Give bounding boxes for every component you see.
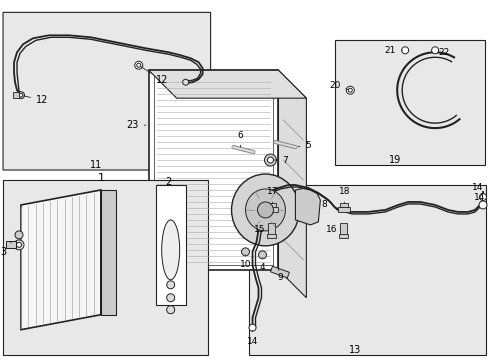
Circle shape [14, 240, 24, 250]
Circle shape [166, 294, 174, 302]
Bar [340, 223, 346, 235]
Text: 12: 12 [141, 67, 168, 85]
Bar [335, 40, 484, 165]
Ellipse shape [231, 174, 299, 246]
Circle shape [479, 193, 486, 201]
Circle shape [137, 63, 141, 67]
Bar [148, 70, 278, 270]
Text: 14: 14 [246, 330, 258, 346]
Bar [338, 207, 349, 212]
Text: 12: 12 [23, 95, 48, 105]
Text: 22: 22 [437, 48, 448, 57]
Polygon shape [278, 70, 306, 298]
Text: 9: 9 [277, 268, 283, 282]
Text: 20: 20 [328, 81, 347, 90]
Circle shape [478, 201, 486, 209]
Text: 5: 5 [298, 140, 310, 149]
Circle shape [248, 324, 256, 331]
Text: 8: 8 [321, 201, 326, 210]
Ellipse shape [245, 189, 285, 231]
Text: 10: 10 [239, 255, 251, 269]
Text: 15: 15 [253, 225, 268, 234]
Circle shape [17, 242, 21, 247]
Circle shape [431, 47, 438, 54]
Circle shape [258, 251, 266, 259]
Text: 3: 3 [0, 242, 11, 257]
Text: 16: 16 [325, 225, 340, 234]
Circle shape [166, 306, 174, 314]
Bar [153, 75, 273, 265]
Circle shape [166, 281, 174, 289]
Circle shape [15, 231, 23, 239]
Bar [266, 207, 278, 212]
Bar [248, 185, 485, 355]
Circle shape [346, 86, 354, 94]
Circle shape [135, 61, 142, 69]
Circle shape [257, 202, 273, 218]
Text: 13: 13 [348, 345, 361, 355]
Text: 19: 19 [388, 155, 401, 165]
Circle shape [347, 88, 351, 92]
Bar [13, 92, 19, 98]
Polygon shape [295, 188, 320, 225]
Text: 14: 14 [473, 193, 485, 202]
Circle shape [267, 157, 273, 163]
Bar [339, 234, 347, 238]
Text: 23: 23 [126, 120, 145, 130]
Text: 21: 21 [384, 46, 402, 55]
Circle shape [18, 92, 24, 99]
Bar [340, 203, 347, 207]
Circle shape [183, 79, 188, 85]
Text: 7: 7 [273, 156, 287, 165]
Polygon shape [101, 190, 116, 315]
Circle shape [401, 47, 408, 54]
Text: 11: 11 [89, 160, 102, 170]
Ellipse shape [162, 220, 179, 280]
Polygon shape [21, 190, 101, 330]
Circle shape [19, 93, 23, 97]
Circle shape [264, 154, 276, 166]
Text: 18: 18 [338, 188, 349, 203]
Polygon shape [3, 12, 210, 170]
Bar [268, 223, 275, 235]
Bar [6, 241, 16, 248]
Text: 2: 2 [165, 177, 171, 187]
Polygon shape [148, 70, 306, 98]
Bar [268, 203, 276, 207]
Text: 17: 17 [266, 188, 278, 203]
Bar [267, 234, 276, 238]
Text: 6: 6 [237, 131, 243, 147]
Text: 14: 14 [471, 184, 483, 193]
Circle shape [241, 248, 249, 256]
Bar [155, 185, 185, 305]
Text: 1: 1 [97, 173, 104, 183]
Bar [270, 266, 289, 278]
Bar [3, 180, 207, 355]
Text: 4: 4 [259, 258, 265, 272]
